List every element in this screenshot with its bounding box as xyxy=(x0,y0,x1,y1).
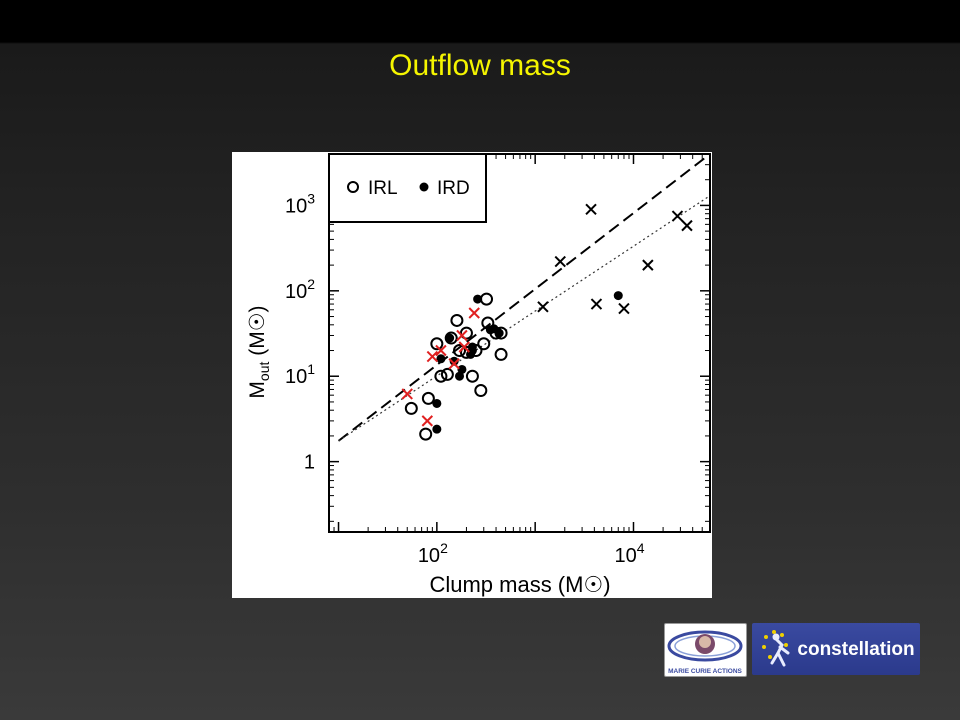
point-open-circle xyxy=(419,427,433,441)
x-tick-label: 102 xyxy=(418,540,448,567)
point-cross-black xyxy=(590,298,603,310)
axis-ticks: 102 104 1 101 102 103 xyxy=(285,154,710,567)
y-axis-label: Mout (M☉) xyxy=(246,305,272,398)
point-open-circle xyxy=(434,369,448,383)
legend-irl-marker xyxy=(347,181,359,193)
point-open-circle xyxy=(494,347,508,361)
scatter-chart: 102 104 1 101 102 103 IRL IRD Mout (M☉) Clump… xyxy=(246,153,711,597)
point-filled-circle xyxy=(613,291,623,301)
legend-ird-label: IRD xyxy=(437,178,470,199)
point-filled-circle xyxy=(467,346,477,356)
slide-title: Outflow mass xyxy=(389,49,571,82)
point-cross-red xyxy=(401,388,413,400)
y-tick-label: 1 xyxy=(304,452,315,474)
fit-line-dashed xyxy=(337,153,711,442)
point-cross-red xyxy=(458,341,470,353)
point-open-circle xyxy=(404,401,418,415)
fit-lines xyxy=(337,153,711,442)
point-open-circle xyxy=(450,313,464,327)
point-filled-circle xyxy=(449,356,459,366)
point-filled-circle xyxy=(473,294,483,304)
point-filled-circle xyxy=(445,333,455,343)
point-cross-black xyxy=(671,210,684,222)
svg-text:constellation: constellation xyxy=(797,639,914,660)
point-cross-black xyxy=(554,255,566,268)
point-cross-red xyxy=(435,344,447,357)
point-filled-circle xyxy=(432,398,442,408)
legend-ird-marker xyxy=(419,182,429,192)
x-tick-label: 104 xyxy=(614,540,644,567)
point-filled-circle xyxy=(436,354,446,364)
point-open-circle xyxy=(421,391,435,405)
constellation-logo: constellation xyxy=(752,623,920,675)
point-filled-circle xyxy=(457,364,467,374)
x-axis-label: Clump mass (M☉) xyxy=(429,572,610,597)
svg-text:MARIE CURIE ACTIONS: MARIE CURIE ACTIONS xyxy=(668,668,742,675)
data-points xyxy=(401,203,693,441)
point-cross-red xyxy=(421,415,434,427)
point-open-circle xyxy=(453,344,467,358)
scatter-figure: 102 104 1 101 102 103 IRL IRD Mout (M☉) Clump… xyxy=(232,152,712,598)
point-open-circle xyxy=(474,384,488,398)
point-cross-black xyxy=(618,302,630,315)
point-cross-red xyxy=(426,350,439,363)
point-open-circle xyxy=(477,337,491,351)
y-tick-label: 102 xyxy=(285,276,315,303)
marie-curie-actions-logo: MARIE CURIE ACTIONS xyxy=(664,623,747,677)
legend-box: IRL IRD xyxy=(328,153,487,223)
point-cross-red xyxy=(456,329,468,342)
point-cross-black xyxy=(585,203,597,216)
point-open-circle xyxy=(440,367,454,381)
point-cross-red xyxy=(468,307,480,319)
legend-frame xyxy=(328,153,487,223)
point-open-circle xyxy=(480,292,494,306)
point-filled-circle xyxy=(432,424,442,434)
fit-line-dotted xyxy=(338,195,711,442)
point-filled-circle xyxy=(455,371,465,381)
point-cross-black xyxy=(537,301,549,313)
point-cross-black xyxy=(642,259,654,271)
y-tick-label: 103 xyxy=(285,190,315,217)
point-filled-circle xyxy=(494,328,504,338)
point-cross-black xyxy=(681,219,693,232)
point-open-circle xyxy=(465,369,479,383)
point-cross-red xyxy=(448,358,460,370)
point-open-circle xyxy=(430,337,444,351)
legend-irl-label: IRL xyxy=(368,178,398,199)
y-tick-label: 101 xyxy=(285,361,315,388)
